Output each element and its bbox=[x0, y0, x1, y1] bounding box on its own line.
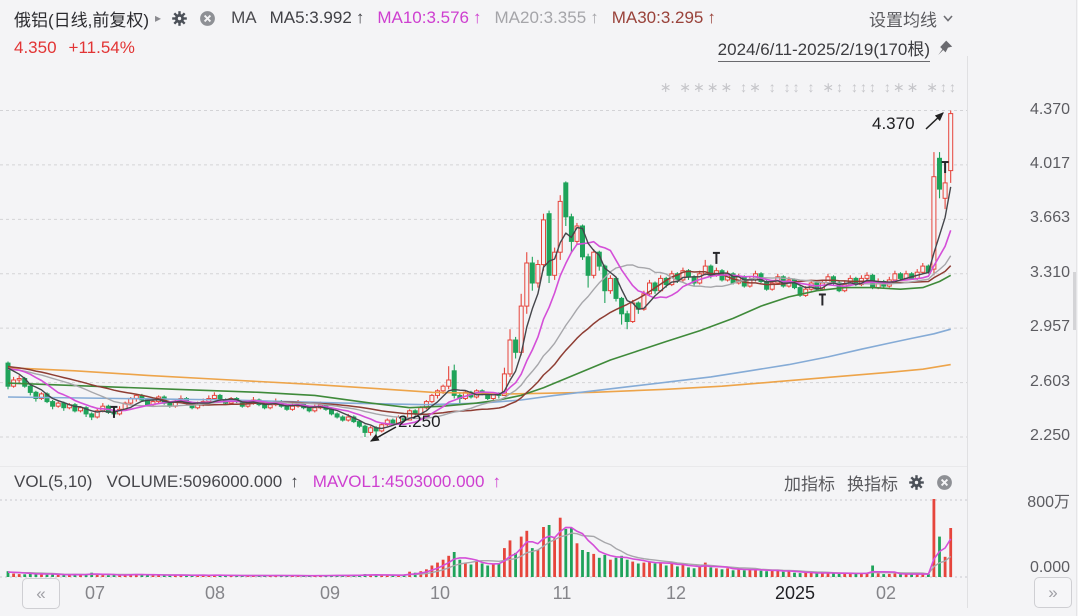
high-price-annotation: 4.370 bbox=[872, 114, 915, 133]
price-tick-label: 2.957 bbox=[1029, 318, 1070, 336]
price-tick-label: 3.310 bbox=[1029, 263, 1070, 281]
volume-pane-header: VOL(5,10) VOLUME:5096000.000 ↑ MAVOL1:45… bbox=[14, 469, 954, 495]
low-price-annotation: 2.250 bbox=[398, 412, 441, 431]
price-axis: 4.370 4.017 3.663 3.310 2.957 2.603 2.250 800万 0… bbox=[970, 0, 1078, 616]
time-tick-label: 10 bbox=[429, 583, 451, 603]
mavol-value: MAVOL1:4503000.000 bbox=[312, 472, 485, 491]
volume-up-arrow: ↑ bbox=[290, 472, 299, 491]
indicator-close-icon[interactable] bbox=[197, 8, 217, 28]
indicator-settings-gear-icon[interactable] bbox=[169, 8, 189, 28]
ma-legend-item: MA20:3.355 bbox=[494, 8, 587, 27]
current-price: 4.350 bbox=[14, 38, 57, 57]
time-tick-label: 12 bbox=[665, 583, 687, 603]
ma-legend-item: MA30:3.295 bbox=[611, 8, 704, 27]
time-tick-label: 07 bbox=[84, 583, 106, 603]
scroll-left-button[interactable]: « bbox=[22, 578, 60, 609]
volume-tick-label: 0.000 bbox=[1029, 559, 1070, 576]
price-tick-label: 4.017 bbox=[1029, 154, 1070, 172]
ma-settings-button[interactable]: 设置均线 bbox=[869, 6, 954, 31]
ma-values: MA5:3.992 ↑ MA10:3.576 ↑ MA20:3.355 ↑ MA30:3.2… bbox=[257, 8, 716, 28]
symbol-title[interactable]: 俄铝(日线,前复权) bbox=[14, 10, 150, 30]
caret-right-icon[interactable]: ▸ bbox=[155, 11, 162, 25]
price-row: 4.350 +11.54% 2024/6/11-2025/2/19(170根) bbox=[14, 35, 954, 62]
mavol-up-arrow: ↑ bbox=[492, 472, 501, 491]
ma-up-arrow: ↑ bbox=[355, 8, 365, 27]
vol-indicator-title[interactable]: VOL(5,10) bbox=[14, 472, 93, 491]
vol-close-icon[interactable] bbox=[934, 472, 954, 492]
volume-tick-label: 800万 bbox=[1027, 494, 1070, 511]
price-tick-label: 4.370 bbox=[1029, 100, 1070, 118]
chart-header: 俄铝(日线,前复权) ▸ MA MA5:3.992 ↑ MA10:3.576 ↑ MA2… bbox=[14, 5, 954, 31]
scroll-right-button[interactable]: » bbox=[1034, 577, 1072, 608]
ma-up-arrow: ↑ bbox=[473, 8, 482, 27]
price-tick-label: 2.250 bbox=[1029, 427, 1070, 444]
time-tick-label: 08 bbox=[204, 583, 226, 603]
time-tick-label: 02 bbox=[875, 583, 897, 603]
time-tick-label: 2025 bbox=[774, 583, 816, 603]
ma-legend-item: MA5:3.992 bbox=[269, 8, 352, 27]
vol-settings-gear-icon[interactable] bbox=[906, 472, 926, 492]
date-range-link[interactable]: 2024/6/11-2025/2/19(170根) bbox=[717, 35, 930, 62]
ma-up-arrow: ↑ bbox=[590, 8, 599, 27]
time-tick-label: 11 bbox=[552, 583, 572, 603]
price-tick-label: 2.603 bbox=[1029, 372, 1070, 390]
ma-group-label: MA bbox=[231, 8, 257, 27]
switch-indicator-button[interactable]: 换指标 bbox=[847, 474, 898, 494]
pin-icon[interactable] bbox=[936, 39, 954, 57]
add-indicator-button[interactable]: 加指标 bbox=[784, 474, 835, 494]
ma-up-arrow: ↑ bbox=[707, 8, 716, 27]
ma-settings-label: 设置均线 bbox=[869, 10, 937, 30]
price-tick-label: 3.663 bbox=[1029, 209, 1070, 227]
ma-legend-item: MA10:3.576 bbox=[377, 8, 469, 27]
volume-value: VOLUME:5096000.000 bbox=[106, 472, 283, 491]
price-change-percent: +11.54% bbox=[68, 38, 135, 57]
time-axis: 07 08 09 10 11 12 2025 02 bbox=[0, 581, 1078, 615]
time-tick-label: 09 bbox=[319, 583, 341, 603]
watermark-glyphs: ∗ ∗∗∗∗ ↕∗ ↕ ↕↕ ↕ ∗↕ ↕↕↕ ↕∗∗ ∗↕↕ bbox=[659, 79, 958, 95]
chevron-down-icon bbox=[943, 14, 953, 22]
